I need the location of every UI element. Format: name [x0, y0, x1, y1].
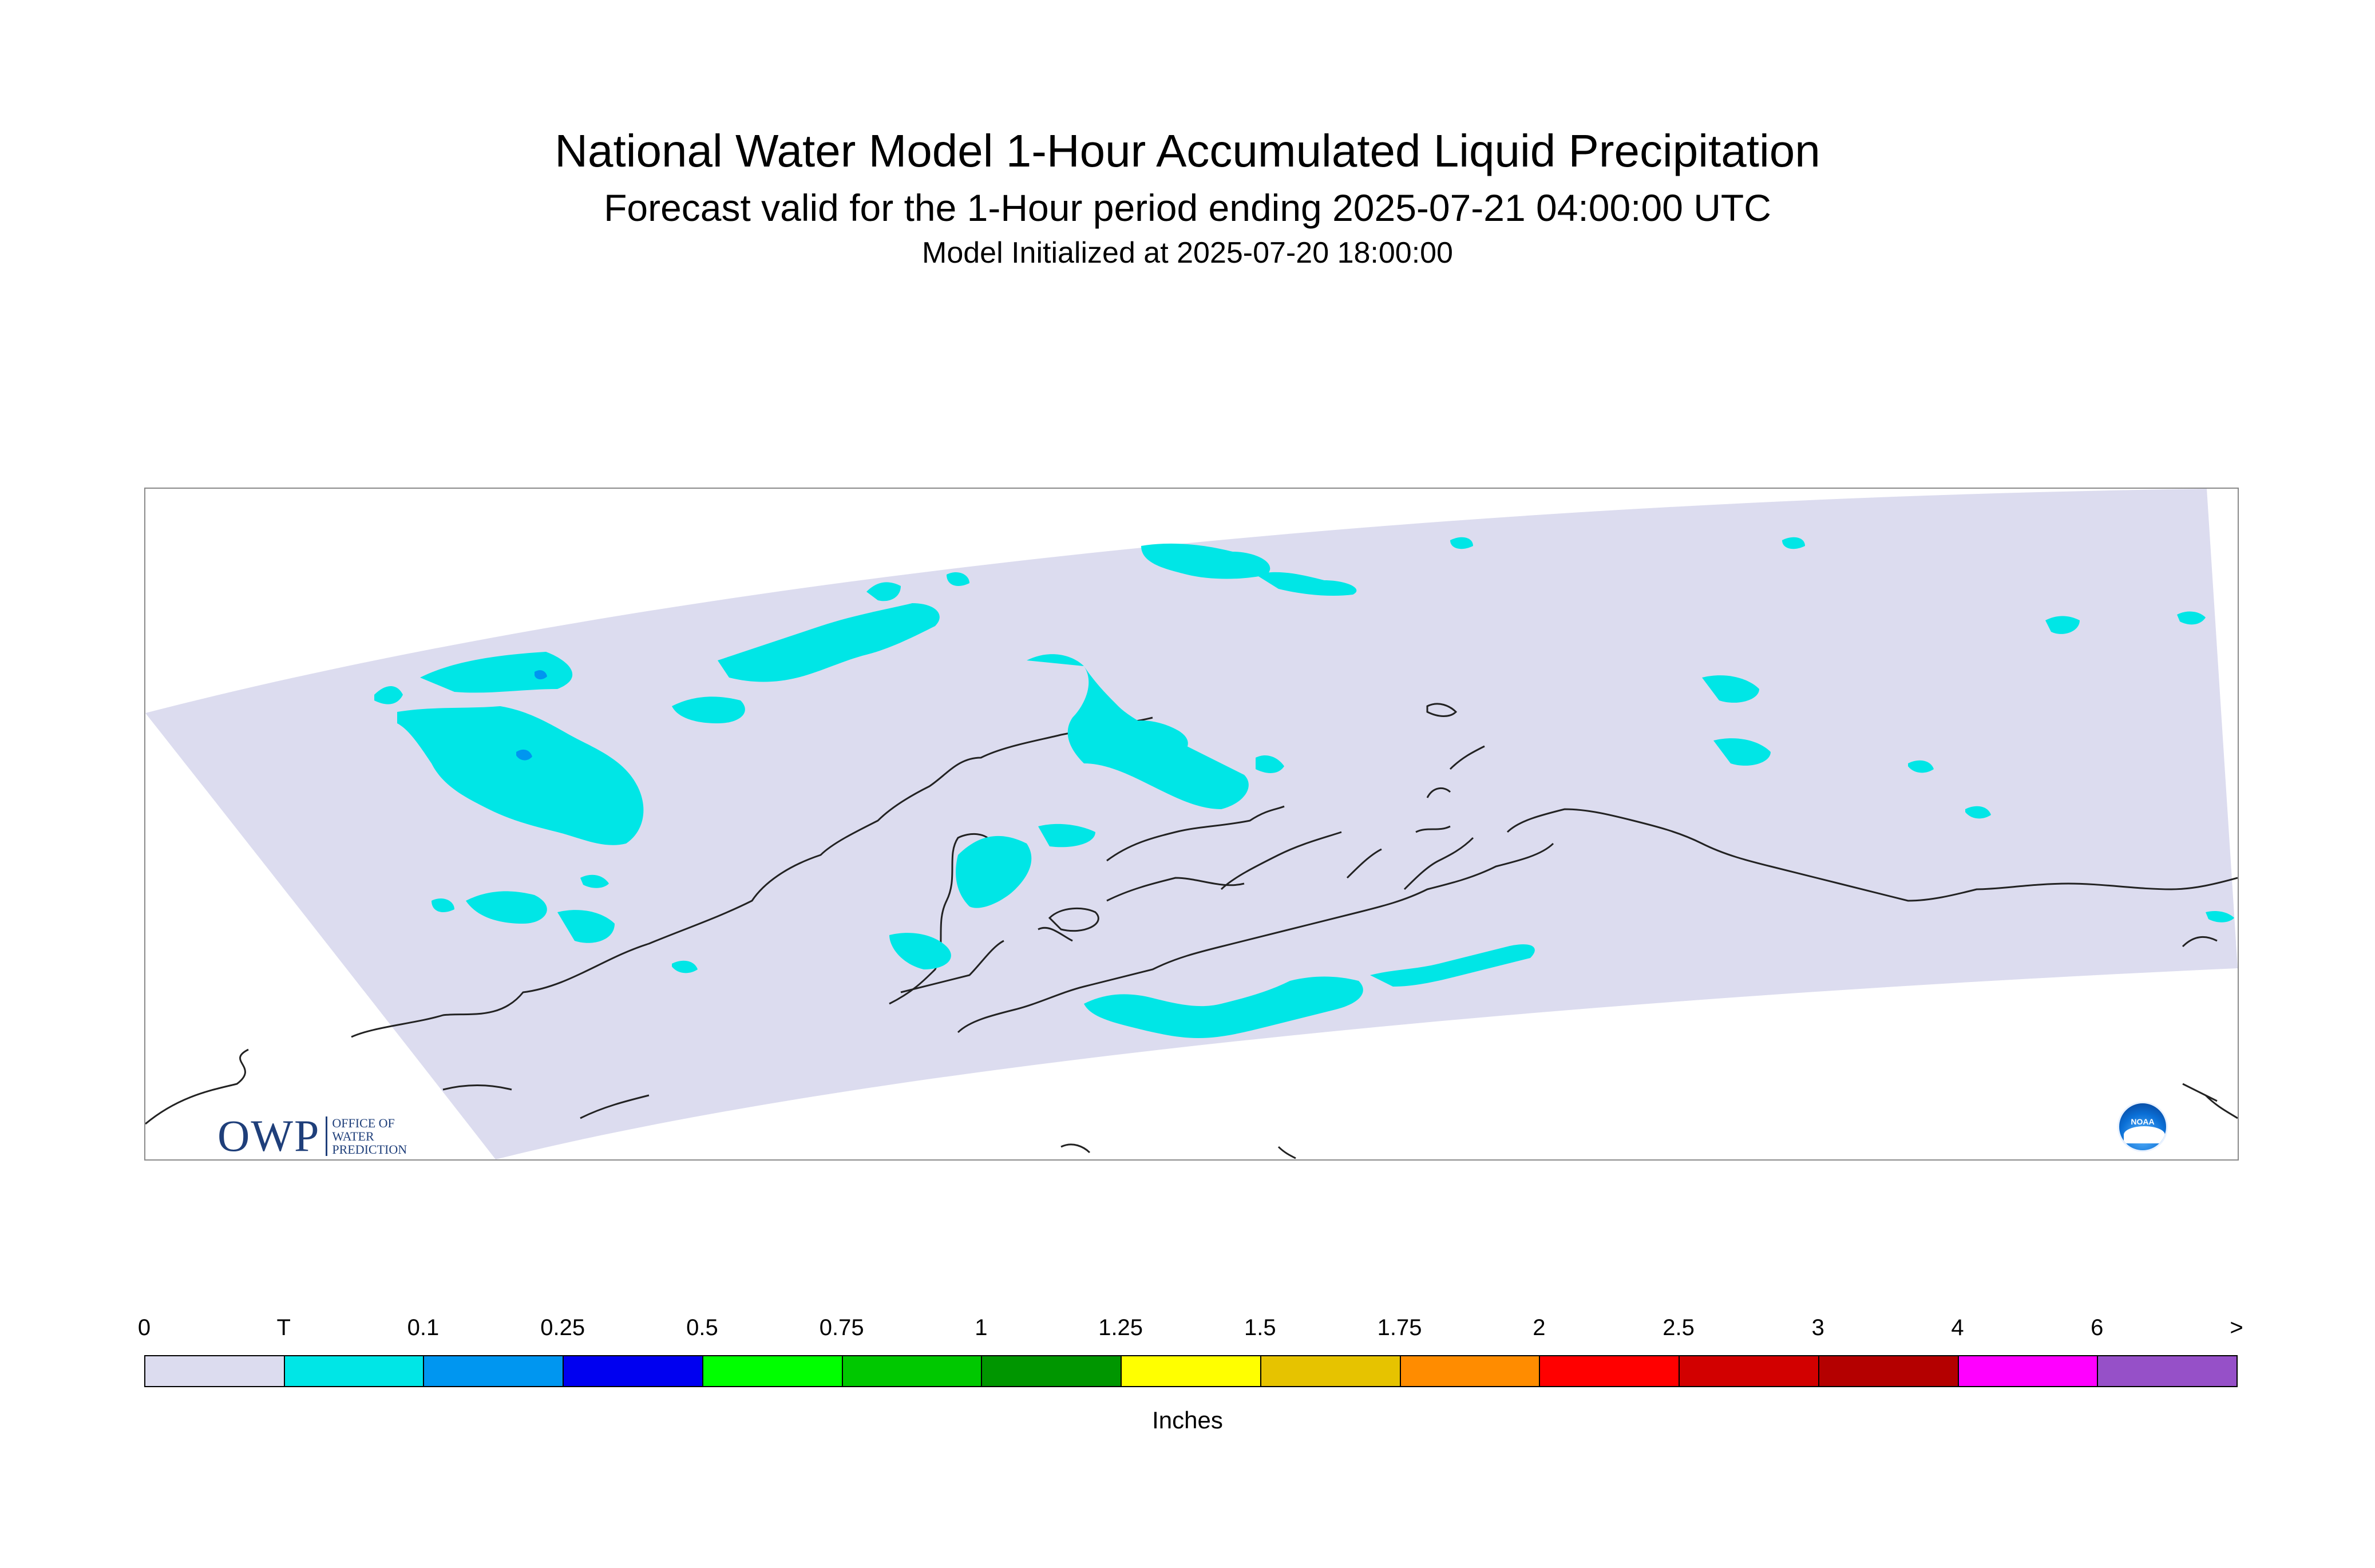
legend-swatch — [423, 1355, 564, 1387]
legend-swatch — [1539, 1355, 1680, 1387]
map-subtitle: Forecast valid for the 1-Hour period end… — [604, 187, 1771, 229]
legend-tick-label: 1.75 — [1377, 1315, 1422, 1340]
legend-swatch — [563, 1355, 703, 1387]
legend-tick-label: 0.5 — [686, 1315, 718, 1340]
legend-swatch — [2097, 1355, 2238, 1387]
coastlines — [145, 703, 2238, 1159]
owp-logo: OWP OFFICE OF WATER PREDICTION — [217, 1110, 407, 1162]
legend-tick-label: 0.25 — [540, 1315, 585, 1340]
legend-tick-label: 3 — [1811, 1315, 1824, 1340]
owp-text-line-2: WATER — [332, 1129, 374, 1143]
legend-swatch — [1399, 1355, 1541, 1387]
legend-unit-label: Inches — [1152, 1407, 1223, 1434]
legend-swatch — [1957, 1355, 2099, 1387]
noaa-logo-icon: NOAA — [2117, 1102, 2168, 1152]
owp-mark: OWP — [217, 1111, 320, 1161]
precip-cells-trace — [374, 537, 2234, 1038]
model-init-time: Model Initialized at 2025-07-20 18:00:00 — [922, 236, 1453, 270]
map-panel — [144, 488, 2239, 1161]
legend-tick-label: 1.5 — [1244, 1315, 1276, 1340]
legend-tick-label: > — [2230, 1315, 2243, 1340]
legend-swatch — [144, 1355, 285, 1387]
map-title: National Water Model 1-Hour Accumulated … — [555, 125, 1820, 176]
owp-text-line-1: OFFICE OF — [332, 1115, 395, 1130]
legend-swatch — [1818, 1355, 1959, 1387]
noaa-wave-icon — [2124, 1126, 2165, 1143]
owp-text: OFFICE OF WATER PREDICTION — [326, 1116, 407, 1156]
legend-swatch — [1260, 1355, 1401, 1387]
legend-tick-label: 2.5 — [1662, 1315, 1695, 1340]
legend-tick-label: 2 — [1533, 1315, 1546, 1340]
legend-swatch — [702, 1355, 843, 1387]
legend-swatch — [1679, 1355, 1819, 1387]
legend-tick-label: 1.25 — [1098, 1315, 1143, 1340]
legend-tick-label: 0 — [137, 1315, 151, 1340]
owp-text-line-3: PREDICTION — [332, 1142, 407, 1157]
legend-swatch — [841, 1355, 983, 1387]
precipitation-map — [145, 489, 2238, 1159]
legend-tick-label: 0.75 — [819, 1315, 864, 1340]
color-legend — [144, 1355, 2238, 1389]
model-domain — [145, 489, 2238, 1159]
legend-tick-label: 6 — [2091, 1315, 2104, 1340]
legend-tick-label: 1 — [975, 1315, 988, 1340]
legend-swatch — [981, 1355, 1122, 1387]
precip-cells-0.1 — [516, 670, 547, 761]
legend-tick-label: 4 — [1951, 1315, 1964, 1340]
noaa-label: NOAA — [2131, 1117, 2155, 1126]
legend-swatch — [283, 1355, 425, 1387]
legend-tick-label: T — [276, 1315, 291, 1340]
legend-swatch — [1121, 1355, 1261, 1387]
legend-tick-label: 0.1 — [407, 1315, 440, 1340]
